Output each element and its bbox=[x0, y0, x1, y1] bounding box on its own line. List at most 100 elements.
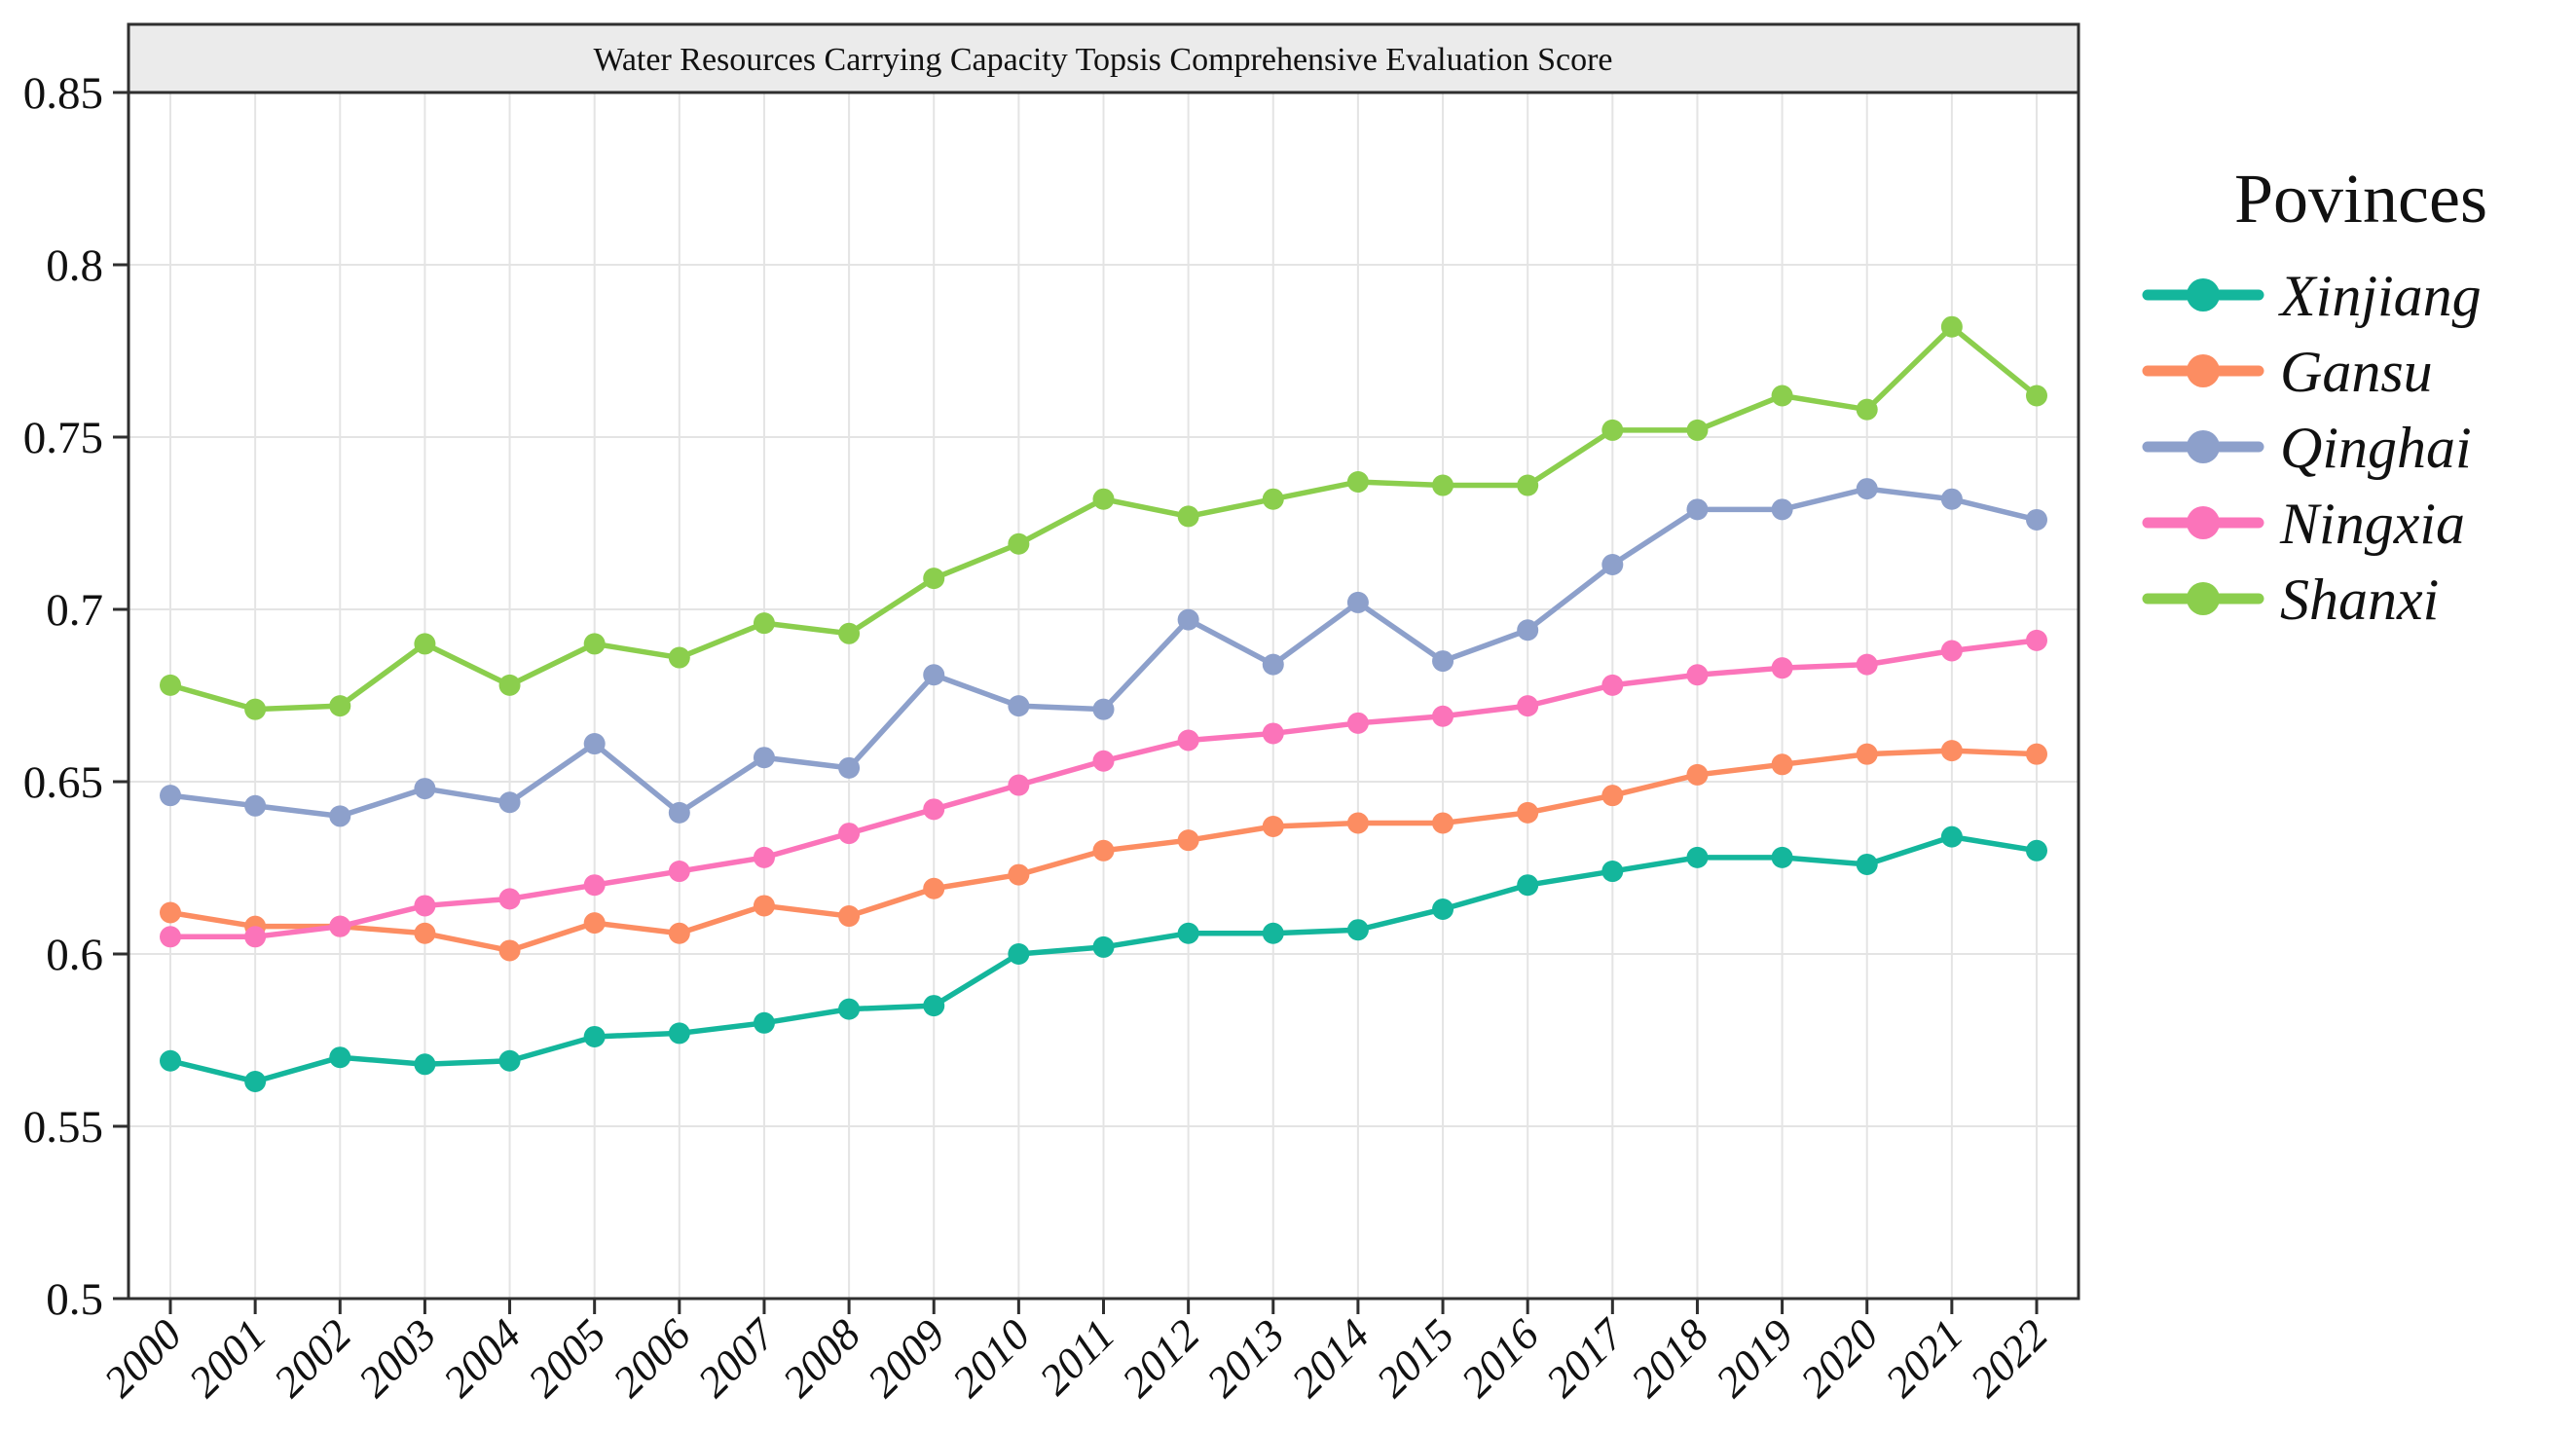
point-ningxia-2003 bbox=[414, 895, 436, 917]
point-qinghai-2010 bbox=[1008, 695, 1030, 717]
point-xinjiang-2002 bbox=[329, 1046, 351, 1069]
point-xinjiang-2017 bbox=[1601, 861, 1624, 883]
x-tick-label: 2003 bbox=[349, 1310, 445, 1407]
x-tick-label: 2007 bbox=[688, 1308, 787, 1407]
point-shanxi-2011 bbox=[1092, 488, 1115, 510]
point-xinjiang-2009 bbox=[923, 995, 945, 1017]
point-qinghai-2005 bbox=[583, 733, 606, 755]
axis-ticks bbox=[113, 91, 2039, 1314]
legend-label-shanxi: Shanxi bbox=[2280, 568, 2439, 632]
point-shanxi-2001 bbox=[244, 698, 267, 720]
y-tick-label: 0.65 bbox=[23, 757, 103, 808]
point-xinjiang-2008 bbox=[838, 998, 861, 1020]
point-qinghai-2001 bbox=[244, 794, 267, 817]
point-ningxia-2011 bbox=[1092, 750, 1115, 772]
point-xinjiang-2022 bbox=[2026, 839, 2047, 862]
legend-key-dot bbox=[2187, 278, 2220, 312]
point-xinjiang-2010 bbox=[1008, 943, 1030, 965]
x-tick-label: 2015 bbox=[1367, 1310, 1463, 1407]
y-tick-label: 0.75 bbox=[23, 413, 103, 463]
point-qinghai-2020 bbox=[1856, 478, 1878, 500]
facet-strip bbox=[127, 22, 2080, 94]
point-qinghai-2014 bbox=[1346, 591, 1369, 613]
point-qinghai-2013 bbox=[1262, 653, 1284, 676]
legend-item-qinghai bbox=[2142, 430, 2264, 463]
legend-item-ningxia bbox=[2142, 506, 2264, 539]
point-shanxi-2013 bbox=[1262, 488, 1284, 510]
x-tick-label: 2022 bbox=[1961, 1310, 2057, 1407]
point-qinghai-2015 bbox=[1432, 650, 1454, 673]
point-xinjiang-2006 bbox=[668, 1022, 690, 1045]
point-xinjiang-2015 bbox=[1432, 898, 1454, 920]
point-xinjiang-2019 bbox=[1771, 846, 1793, 868]
legend-label-gansu: Gansu bbox=[2280, 340, 2433, 404]
axis-labels: 0.5 0.55 0.6 0.65 0.7 0.75 0.8 0.85 200020012002… bbox=[23, 68, 2057, 1407]
point-qinghai-2016 bbox=[1517, 619, 1539, 642]
point-ningxia-2007 bbox=[753, 846, 775, 868]
point-gansu-2008 bbox=[838, 905, 861, 928]
point-ningxia-2010 bbox=[1008, 774, 1030, 796]
point-xinjiang-2000 bbox=[160, 1049, 181, 1072]
x-tick-label: 2008 bbox=[773, 1310, 869, 1407]
x-tick-label: 2020 bbox=[1791, 1310, 1888, 1407]
x-tick-label: 2019 bbox=[1707, 1310, 1803, 1407]
point-ningxia-2020 bbox=[1856, 653, 1878, 676]
point-xinjiang-2011 bbox=[1092, 935, 1115, 958]
y-tick-label: 0.7 bbox=[46, 585, 103, 636]
x-tick-label: 2018 bbox=[1622, 1310, 1718, 1407]
point-qinghai-2018 bbox=[1686, 498, 1709, 521]
point-xinjiang-2021 bbox=[1940, 825, 1963, 848]
y-tick-label: 0.8 bbox=[46, 240, 103, 291]
x-tick-label: 2021 bbox=[1876, 1310, 1972, 1407]
point-gansu-2019 bbox=[1771, 753, 1793, 776]
legend-item-gansu bbox=[2142, 354, 2264, 387]
point-gansu-2016 bbox=[1517, 801, 1539, 824]
point-xinjiang-2018 bbox=[1686, 846, 1709, 868]
point-shanxi-2006 bbox=[668, 646, 690, 669]
point-xinjiang-2001 bbox=[244, 1070, 267, 1092]
point-gansu-2014 bbox=[1346, 812, 1369, 834]
point-ningxia-2018 bbox=[1686, 664, 1709, 686]
point-ningxia-2019 bbox=[1771, 657, 1793, 679]
point-shanxi-2003 bbox=[414, 633, 436, 655]
point-gansu-2009 bbox=[923, 877, 945, 899]
point-shanxi-2015 bbox=[1432, 474, 1454, 496]
point-ningxia-2017 bbox=[1601, 674, 1624, 696]
legend-key-dot bbox=[2187, 354, 2220, 387]
point-qinghai-2006 bbox=[668, 801, 690, 824]
legend-item-shanxi bbox=[2142, 582, 2264, 615]
legend-label-qinghai: Qinghai bbox=[2280, 416, 2472, 480]
legend: Povinces Xinjiang Gansu Qinghai Ningxia … bbox=[2142, 160, 2487, 632]
point-gansu-2013 bbox=[1262, 816, 1284, 838]
x-tick-label: 2016 bbox=[1452, 1309, 1548, 1406]
point-ningxia-2014 bbox=[1346, 712, 1369, 734]
point-shanxi-2019 bbox=[1771, 385, 1793, 407]
point-xinjiang-2005 bbox=[583, 1025, 606, 1047]
point-gansu-2006 bbox=[668, 922, 690, 944]
point-ningxia-2001 bbox=[244, 926, 267, 948]
point-shanxi-2007 bbox=[753, 612, 775, 635]
legend-key-dot bbox=[2187, 582, 2220, 615]
point-qinghai-2009 bbox=[923, 664, 945, 686]
point-xinjiang-2007 bbox=[753, 1011, 775, 1034]
point-shanxi-2004 bbox=[498, 674, 521, 696]
point-ningxia-2002 bbox=[329, 915, 351, 937]
point-gansu-2000 bbox=[160, 901, 181, 924]
point-xinjiang-2014 bbox=[1346, 919, 1369, 941]
gridlines bbox=[129, 92, 2079, 1300]
x-tick-label: 2010 bbox=[942, 1310, 1039, 1407]
point-qinghai-2017 bbox=[1601, 553, 1624, 575]
point-ningxia-2022 bbox=[2026, 629, 2047, 651]
point-qinghai-2002 bbox=[329, 805, 351, 827]
point-ningxia-2013 bbox=[1262, 722, 1284, 745]
point-shanxi-2014 bbox=[1346, 471, 1369, 494]
point-ningxia-2006 bbox=[668, 861, 690, 883]
point-xinjiang-2004 bbox=[498, 1049, 521, 1072]
y-tick-label: 0.55 bbox=[23, 1102, 103, 1153]
point-shanxi-2022 bbox=[2026, 385, 2047, 407]
legend-key-dot bbox=[2187, 506, 2220, 539]
point-gansu-2011 bbox=[1092, 839, 1115, 862]
point-gansu-2005 bbox=[583, 912, 606, 935]
point-qinghai-2011 bbox=[1092, 698, 1115, 720]
point-qinghai-2019 bbox=[1771, 498, 1793, 521]
